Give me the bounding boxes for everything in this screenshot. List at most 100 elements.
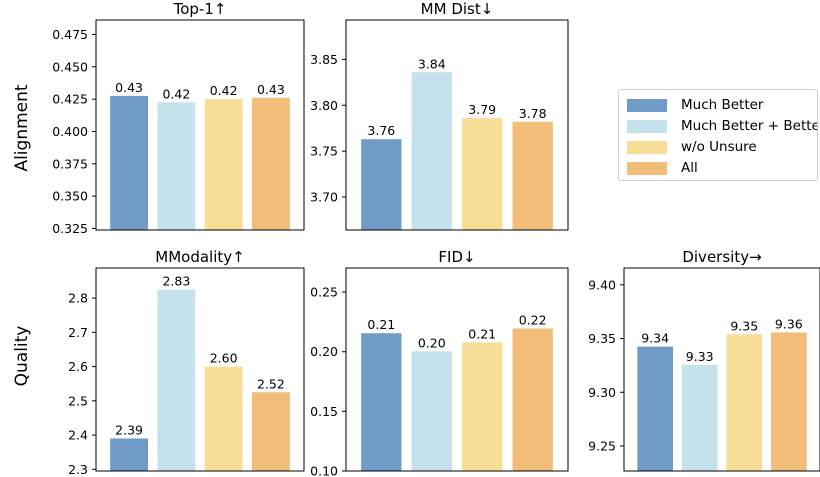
bar-mmodality-much-better-plus-better [157,289,196,471]
bars-diversity [637,332,807,471]
ytick-label-top1: 0.325 [52,221,88,236]
legend-item-much-better: Much Better [627,95,763,115]
ytick-label-fid: 0.15 [310,404,338,419]
ytick-label-fid: 0.25 [310,285,338,300]
subplot-mmodality: 2.39 2.83 2.60 2.52 2.3 2.4 2.5 2.6 2.7 2.8 MModal… [68,248,305,477]
data-label-mm-dist-much-better-plus-better: 3.84 [418,56,446,71]
ytick-label-mm-dist: 3.75 [310,144,338,159]
legend-swatch-much-better-plus-better [627,119,667,133]
subplot-mm-dist: 3.76 3.84 3.79 3.78 3.70 3.75 3.80 3.85 MM Dist↓ [310,0,569,231]
chart-title-mm-dist: MM Dist↓ [421,0,494,18]
ytick-label-top1: 0.450 [52,59,88,74]
ytick-label-mm-dist: 3.85 [310,52,338,67]
ytick-label-top1: 0.425 [52,92,88,107]
subplot-diversity: 9.34 9.33 9.35 9.36 9.25 9.30 9.35 9.40 Diversit… [588,248,820,472]
bar-diversity-much-better [637,346,673,471]
ytick-label-mmodality: 2.5 [68,393,88,408]
legend-label-wo-unsure: w/o Unsure [681,139,757,155]
data-label-mmodality-wo-unsure: 2.60 [210,351,238,366]
axes-frame-mm-dist [345,19,569,231]
ytick-label-diversity: 9.40 [588,277,616,292]
axes-frame-diversity [623,267,820,472]
chart-title-top1: Top-1↑ [173,0,227,18]
data-label-top1-much-better-plus-better: 0.42 [162,86,190,101]
data-label-top1-much-better: 0.43 [115,80,143,95]
bars-mmodality [110,289,290,471]
bars-mm-dist [361,72,553,230]
bar-mmodality-much-better [110,438,148,471]
ytick-label-diversity: 9.25 [588,438,616,453]
axes-frame-mmodality [95,267,305,472]
legend-swatch-much-better [627,98,667,112]
data-label-mmodality-much-better: 2.39 [115,422,143,437]
legend: Much Better Much Better + Better w/o Uns… [618,89,818,181]
bars-top1 [110,95,290,230]
axes-frame-top1 [95,19,305,231]
data-label-diversity-all: 9.36 [775,316,803,331]
ytick-label-top1: 0.475 [52,27,88,42]
data-label-mmodality-all: 2.52 [257,376,285,391]
bar-top1-wo-unsure [204,99,243,230]
row-label-quality: Quality [12,326,32,387]
data-label-diversity-much-better: 9.34 [641,331,669,346]
ytick-label-fid: 0.20 [310,344,338,359]
legend-label-much-better: Much Better [681,97,764,113]
ytick-label-mmodality: 2.7 [68,325,88,340]
chart-title-mmodality: MModality↑ [155,248,244,266]
bar-diversity-all [771,332,807,471]
bar-top1-much-better-plus-better [157,102,196,230]
axes-frame-fid [345,267,569,472]
bar-mm-dist-much-better [361,139,402,230]
subplot-top1: 0.43 0.42 0.42 0.43 0.325 0.350 0.375 0.400 0.42… [52,0,305,236]
bar-fid-wo-unsure [462,342,503,471]
ytick-label-mm-dist: 3.70 [310,189,338,204]
bar-mm-dist-all [512,121,553,230]
row-label-alignment: Alignment [12,84,32,171]
bar-top1-much-better [110,95,148,230]
bar-top1-all [252,97,290,230]
data-label-fid-much-better-plus-better: 0.20 [418,335,446,350]
data-label-top1-wo-unsure: 0.42 [210,83,238,98]
ytick-label-diversity: 9.35 [588,331,616,346]
data-label-fid-wo-unsure: 0.21 [468,326,496,341]
bar-mmodality-all [252,392,290,471]
chart-title-diversity: Diversity→ [682,248,761,266]
ytick-label-fid: 0.10 [310,464,338,477]
subplot-fid: 0.21 0.20 0.21 0.22 0.10 0.15 0.20 0.25 FID↓ [310,248,569,477]
data-label-fid-much-better: 0.21 [367,317,395,332]
data-label-top1-all: 0.43 [257,82,285,97]
ytick-label-top1: 0.400 [52,124,88,139]
bar-mm-dist-wo-unsure [462,118,503,230]
legend-label-all: All [681,160,698,176]
bar-fid-much-better-plus-better [411,351,452,471]
legend-item-all: All [627,158,698,178]
data-label-diversity-wo-unsure: 9.35 [730,318,758,333]
data-label-mm-dist-wo-unsure: 3.79 [468,102,496,117]
chart-title-fid: FID↓ [438,248,475,266]
bar-mm-dist-much-better-plus-better [411,72,452,230]
legend-swatch-all [627,161,667,175]
data-label-mmodality-much-better-plus-better: 2.83 [162,274,190,289]
ytick-label-top1: 0.350 [52,189,88,204]
bar-diversity-much-better-plus-better [681,364,718,471]
legend-item-wo-unsure: w/o Unsure [627,137,757,157]
bar-mmodality-wo-unsure [204,366,243,471]
data-label-fid-all: 0.22 [519,312,547,327]
bar-fid-much-better [361,333,402,471]
ytick-label-mmodality: 2.8 [68,291,88,306]
legend-swatch-wo-unsure [627,140,667,154]
ytick-label-mm-dist: 3.80 [310,98,338,113]
ytick-label-mmodality: 2.3 [68,462,88,477]
legend-label-much-better-plus-better: Much Better + Better [681,118,818,134]
data-label-mm-dist-all: 3.78 [519,106,547,121]
ytick-label-mmodality: 2.6 [68,359,88,374]
data-label-mm-dist-much-better: 3.76 [367,123,395,138]
ytick-label-mmodality: 2.4 [68,428,88,443]
ytick-label-diversity: 9.30 [588,385,616,400]
bars-fid [361,328,553,471]
ytick-label-top1: 0.375 [52,156,88,171]
subplots: 0.43 0.42 0.42 0.43 0.325 0.350 0.375 0.400 0.42… [52,0,820,477]
data-label-diversity-much-better-plus-better: 9.33 [686,349,714,364]
legend-item-much-better-plus-better: Much Better + Better [627,116,818,136]
